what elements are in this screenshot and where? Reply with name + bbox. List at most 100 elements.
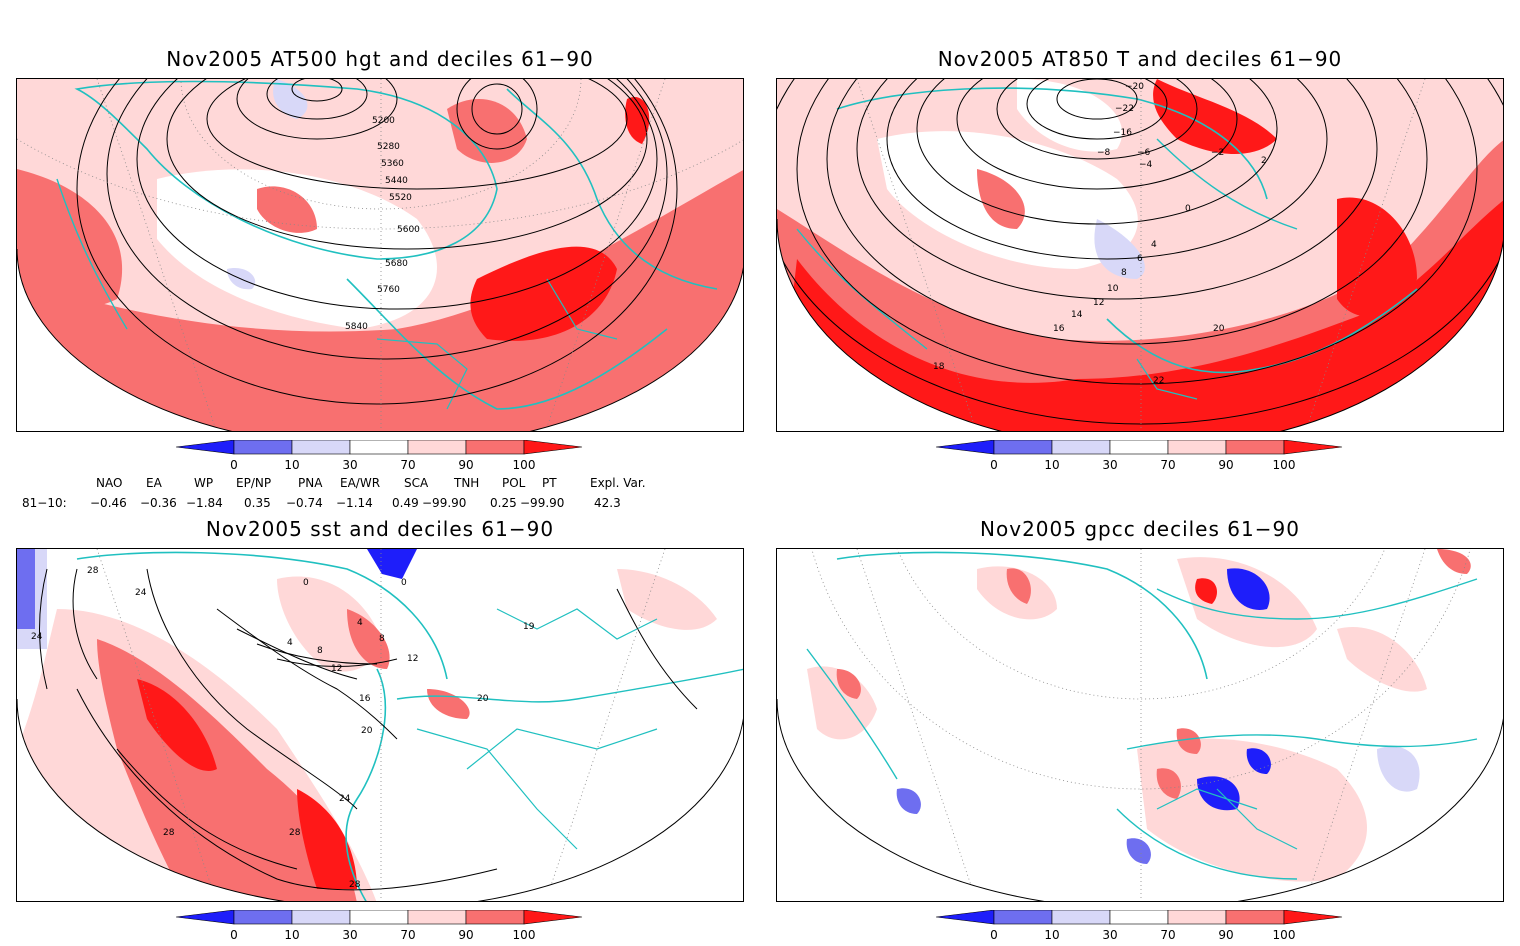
- contour-label: 12: [407, 654, 418, 664]
- contour-label: 5360: [381, 159, 404, 169]
- index-value-wp: −1.84: [186, 496, 223, 510]
- contour-label: 16: [1053, 324, 1065, 334]
- contour-label: 5440: [385, 176, 408, 186]
- contour-label: 24: [31, 632, 43, 642]
- contour-label: 5200: [372, 116, 395, 126]
- colorbar-label: 100: [512, 458, 536, 472]
- colorbar-label: 30: [342, 928, 358, 942]
- index-header-eawr: EA/WR: [340, 476, 381, 490]
- contour-label: 28: [289, 828, 301, 838]
- contour-label: −2: [1211, 148, 1224, 158]
- map-panel-t850: −20 −22 −16 −8 −6 −4 −2 0 2 4 6 8 10 12 …: [776, 78, 1504, 432]
- contour-label: −8: [1097, 148, 1111, 158]
- colorbar-label: 0: [230, 928, 238, 942]
- colorbar-label: 90: [458, 458, 474, 472]
- panel-title-gpcc: Nov2005 gpcc deciles 61−90: [980, 517, 1300, 541]
- colorbar-label: 10: [284, 928, 300, 942]
- contour-label: −4: [1139, 160, 1153, 170]
- contour-label: 22: [1153, 376, 1164, 386]
- contour-label: 6: [1137, 254, 1143, 264]
- colorbar-label: 90: [1218, 928, 1234, 942]
- colorbar-label: 10: [1044, 458, 1060, 472]
- colorbar-label: 70: [400, 928, 416, 942]
- map-t850-svg: −20 −22 −16 −8 −6 −4 −2 0 2 4 6 8 10 12 …: [777, 79, 1503, 431]
- colorbar-label: 70: [400, 458, 416, 472]
- colorbar-label: 100: [1272, 458, 1296, 472]
- map-hgt500-svg: 5200 5280 5360 5440 5520 5600 5680 5760 …: [17, 79, 743, 431]
- colorbar-label: 10: [1044, 928, 1060, 942]
- colorbar-sst: 0 10 30 70 90 100: [175, 909, 596, 946]
- colorbar-label: 0: [230, 458, 238, 472]
- panel-title-hgt500: Nov2005 AT500 hgt and deciles 61−90: [166, 47, 594, 71]
- colorbar-swatches: [175, 909, 583, 925]
- contour-label: 14: [1071, 310, 1083, 320]
- colorbar-label: 100: [512, 928, 536, 942]
- index-value-sca: 0.49: [392, 496, 419, 510]
- contour-label: 5760: [377, 285, 400, 295]
- colorbar-label: 70: [1160, 928, 1176, 942]
- index-value-pna: −0.74: [286, 496, 323, 510]
- map-gpcc-svg: [777, 549, 1503, 901]
- contour-label: 8: [317, 646, 323, 656]
- map-panel-sst: 24 28 24 0 0 4 4 8 8 12 12 16 20 20 24 2…: [16, 548, 744, 902]
- colorbar-t850: 0 10 30 70 90 100: [935, 439, 1356, 476]
- colorbar-swatches: [175, 439, 583, 455]
- contour-label: 19: [523, 622, 535, 632]
- index-value-nao: −0.46: [90, 496, 127, 510]
- contour-label: 20: [361, 726, 373, 736]
- contour-label: −16: [1113, 128, 1132, 138]
- contour-label: 5280: [377, 142, 400, 152]
- contour-label: 5840: [345, 322, 368, 332]
- contour-label: 8: [1121, 268, 1127, 278]
- index-header-explvar: Expl. Var.: [590, 476, 646, 490]
- teleconnection-indices: NAO EA WP EP/NP PNA EA/WR SCA TNH POL PT…: [0, 474, 700, 514]
- contour-label: −20: [1125, 82, 1144, 92]
- index-header-wp: WP: [194, 476, 214, 490]
- colorbar-label: 100: [1272, 928, 1296, 942]
- index-header-nao: NAO: [96, 476, 123, 490]
- index-header-sca: SCA: [404, 476, 429, 490]
- contour-label: 5600: [397, 225, 420, 235]
- contour-label: 24: [339, 794, 351, 804]
- colorbar-label: 90: [458, 928, 474, 942]
- index-header-pt: PT: [542, 476, 557, 490]
- contour-label: 12: [331, 664, 342, 674]
- colorbar-label: 30: [342, 458, 358, 472]
- map-panel-hgt500: 5200 5280 5360 5440 5520 5600 5680 5760 …: [16, 78, 744, 432]
- contour-label: 4: [357, 618, 363, 628]
- contour-label: 28: [163, 828, 175, 838]
- index-value-ea: −0.36: [140, 496, 177, 510]
- map-sst-svg: 24 28 24 0 0 4 4 8 8 12 12 16 20 20 24 2…: [17, 549, 743, 901]
- contour-label: 0: [303, 578, 309, 588]
- index-header-pol: POL: [502, 476, 526, 490]
- colorbar-swatches: [935, 909, 1343, 925]
- colorbar-label: 90: [1218, 458, 1234, 472]
- colorbar-label: 0: [990, 458, 998, 472]
- contour-label: 4: [1151, 240, 1157, 250]
- panel-title-sst: Nov2005 sst and deciles 61−90: [205, 517, 555, 541]
- index-value-epnp: 0.35: [244, 496, 271, 510]
- index-value-pt: −99.90: [520, 496, 565, 510]
- contour-label: 5680: [385, 259, 408, 269]
- panel-title-t850: Nov2005 AT850 T and deciles 61−90: [937, 47, 1343, 71]
- contour-label: 5520: [389, 193, 412, 203]
- index-row-label: 81−10:: [22, 496, 67, 510]
- colorbar-label: 0: [990, 928, 998, 942]
- contour-label: 4: [287, 638, 293, 648]
- contour-label: 8: [379, 634, 385, 644]
- contour-label: −22: [1115, 104, 1134, 114]
- map-panel-gpcc: [776, 548, 1504, 902]
- contour-label: 24: [135, 588, 147, 598]
- index-value-explvar: 42.3: [594, 496, 621, 510]
- contour-label: 10: [1107, 284, 1119, 294]
- index-value-tnh: −99.90: [422, 496, 467, 510]
- contour-label: 16: [359, 694, 371, 704]
- colorbar-label: 30: [1102, 458, 1118, 472]
- index-value-pol: 0.25: [490, 496, 517, 510]
- colorbar-hgt500: 0 10 30 70 90 100: [175, 439, 596, 476]
- index-header-pna: PNA: [298, 476, 323, 490]
- colorbar-label: 70: [1160, 458, 1176, 472]
- contour-label: 0: [401, 578, 407, 588]
- contour-label: 20: [1213, 324, 1225, 334]
- contour-label: 28: [349, 880, 361, 890]
